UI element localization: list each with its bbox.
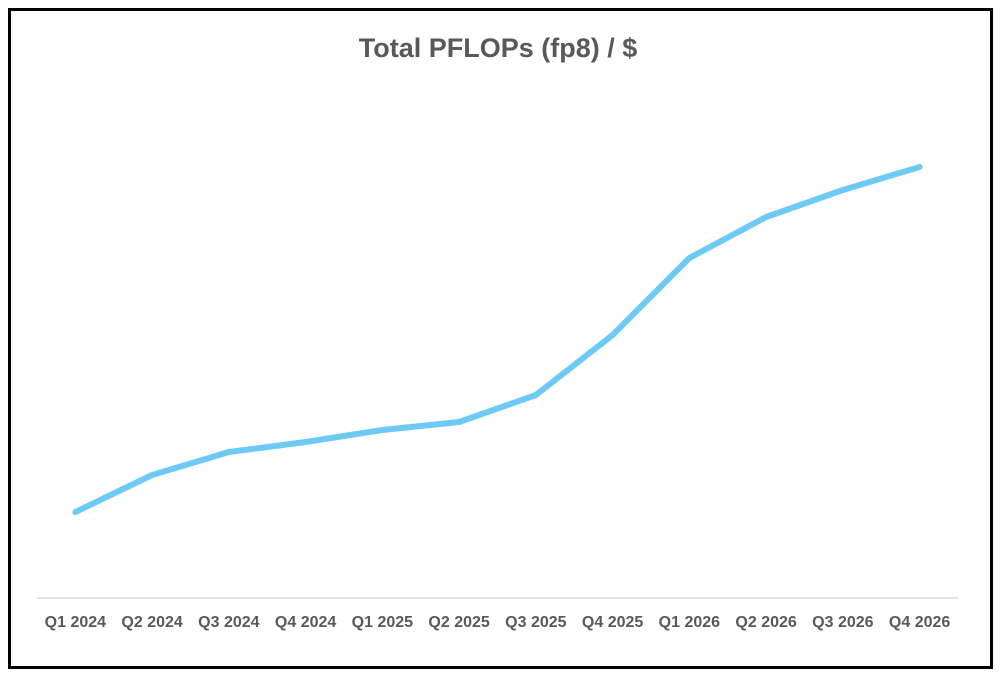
chart-title: Total PFLOPs (fp8) / $ [359,33,638,63]
x-tick-label: Q4 2024 [275,614,336,631]
x-tick-label: Q3 2025 [505,614,566,631]
x-tick-label: Q1 2025 [352,614,413,631]
x-tick-label: Q2 2025 [428,614,489,631]
x-tick-label: Q2 2024 [121,614,182,631]
x-tick-label: Q3 2026 [812,614,873,631]
x-tick-label: Q4 2026 [889,614,950,631]
x-tick-label: Q1 2024 [45,614,106,631]
data-line [72,164,923,515]
x-tick-label: Q4 2025 [582,614,643,631]
x-tick-label: Q1 2026 [659,614,720,631]
x-tick-label: Q3 2024 [198,614,259,631]
x-tick-label: Q2 2026 [735,614,796,631]
chart-frame [8,8,993,669]
